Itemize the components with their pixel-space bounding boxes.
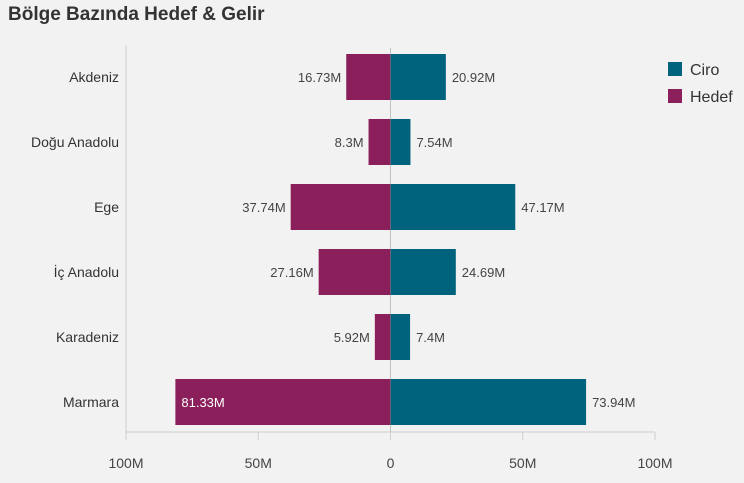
legend-label[interactable]: Ciro xyxy=(690,62,719,79)
legend-swatch[interactable] xyxy=(668,89,682,103)
chart-title: Bölge Bazında Hedef & Gelir xyxy=(8,4,265,25)
x-tick-label: 50M xyxy=(245,455,272,471)
bar-ciro[interactable] xyxy=(390,314,411,360)
bar-hedef[interactable] xyxy=(290,184,391,230)
bar-ciro[interactable] xyxy=(390,379,587,425)
x-tick-label: 100M xyxy=(637,455,672,471)
x-tick-label: 0 xyxy=(387,455,395,471)
data-label-hedef: 5.92M xyxy=(334,330,370,345)
data-label-hedef: 81.33M xyxy=(181,395,224,410)
data-label-hedef: 8.3M xyxy=(335,135,364,150)
legend-label[interactable]: Hedef xyxy=(690,89,733,106)
category-label: Marmara xyxy=(63,394,119,410)
bar-hedef[interactable] xyxy=(374,314,391,360)
data-label-hedef: 27.16M xyxy=(270,265,313,280)
data-label-ciro: 7.54M xyxy=(416,135,452,150)
data-label-ciro: 24.69M xyxy=(462,265,505,280)
category-label: Ege xyxy=(94,199,119,215)
data-label-ciro: 20.92M xyxy=(452,70,495,85)
x-tick-label: 50M xyxy=(509,455,536,471)
category-label: Doğu Anadolu xyxy=(31,134,119,150)
x-tick-label: 100M xyxy=(108,455,143,471)
bar-hedef[interactable] xyxy=(346,54,391,100)
bar-hedef[interactable] xyxy=(318,249,391,295)
legend-swatch[interactable] xyxy=(668,62,682,76)
data-label-hedef: 37.74M xyxy=(242,200,285,215)
bar-hedef[interactable] xyxy=(175,379,391,425)
data-label-ciro: 47.17M xyxy=(521,200,564,215)
category-label: İç Anadolu xyxy=(54,263,119,280)
category-label: Akdeniz xyxy=(69,69,119,85)
data-label-hedef: 16.73M xyxy=(298,70,341,85)
bar-ciro[interactable] xyxy=(390,184,516,230)
data-label-ciro: 7.4M xyxy=(416,330,445,345)
bar-ciro[interactable] xyxy=(390,119,411,165)
category-label: Karadeniz xyxy=(56,329,119,345)
bar-ciro[interactable] xyxy=(390,249,456,295)
bar-ciro[interactable] xyxy=(390,54,446,100)
data-label-ciro: 73.94M xyxy=(592,395,635,410)
bar-hedef[interactable] xyxy=(368,119,391,165)
